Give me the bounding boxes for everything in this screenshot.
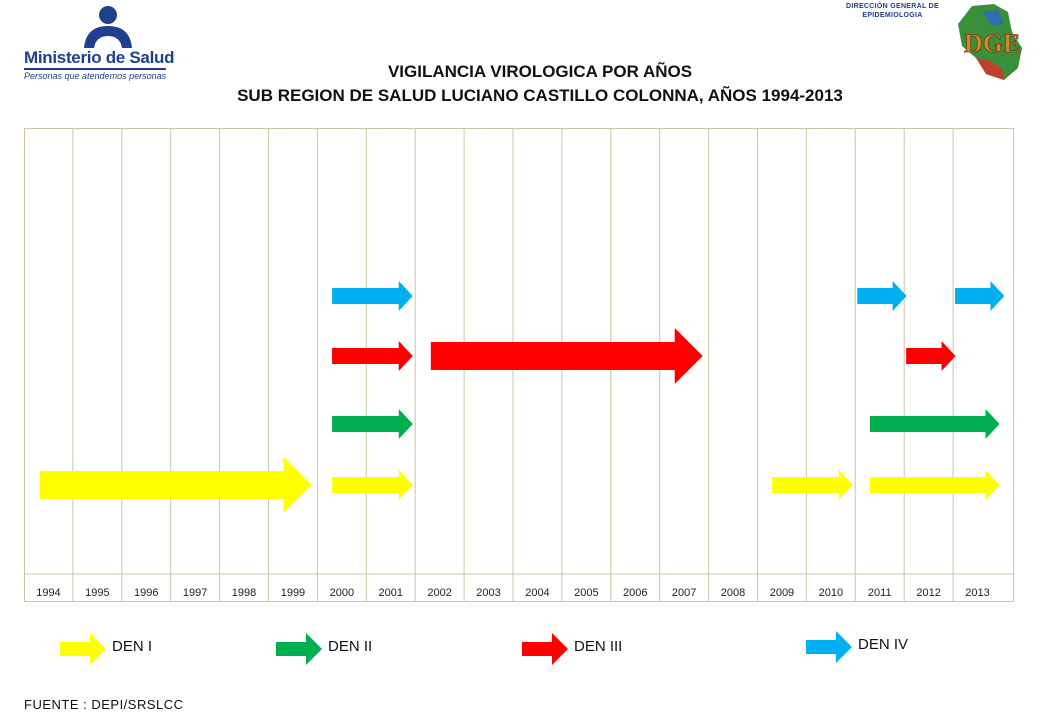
x-tick-label: 1998 xyxy=(232,587,256,599)
dge-text: DIRECCIÓN GENERAL DE EPIDEMIOLOGIA xyxy=(830,2,955,20)
timeline-chart: 1994 1995 1996 1997 1998 1999 2000 2001 2002 2003… xyxy=(24,128,1014,602)
legend-arrow-icon xyxy=(522,633,568,665)
dge-logo-letters: DGE xyxy=(964,29,1020,58)
timeline-arrow-den-i xyxy=(39,457,312,513)
x-tick-label: 2010 xyxy=(819,587,843,599)
x-tick-label: 1996 xyxy=(134,587,158,599)
timeline-arrow-den-ii xyxy=(332,409,413,439)
legend-label: DEN II xyxy=(328,638,373,655)
timeline-arrow-den-i xyxy=(869,470,1000,500)
x-tick-label: 2009 xyxy=(770,587,794,599)
legend-item-den-iii: DEN III xyxy=(522,632,682,666)
timeline-arrow-den-iii xyxy=(430,328,703,384)
x-tick-label: 1999 xyxy=(281,587,305,599)
legend-arrow-icon xyxy=(60,633,106,665)
x-tick-label: 1997 xyxy=(183,587,207,599)
timeline-svg: 1994 1995 1996 1997 1998 1999 2000 2001 2002 2003… xyxy=(24,128,1014,602)
dge-logo: DGE xyxy=(958,4,1022,80)
dge-text-line1: DIRECCIÓN GENERAL DE xyxy=(846,3,939,10)
x-tick-label: 2007 xyxy=(672,587,696,599)
timeline-arrow-den-i xyxy=(332,470,413,500)
ministry-logo: Ministerio de Salud Personas que atendem… xyxy=(20,4,174,81)
timeline-arrow-den-iv xyxy=(332,281,413,311)
legend-label: DEN III xyxy=(574,638,623,655)
legend-item-den-i: DEN I xyxy=(60,632,220,666)
chart-title: VIGILANCIA VIROLOGICA POR AÑOS xyxy=(387,62,693,81)
timeline-arrow-den-iv xyxy=(857,281,907,311)
legend-arrow-icon xyxy=(276,633,322,665)
x-tick-label: 2008 xyxy=(721,587,745,599)
x-tick-label: 2005 xyxy=(574,587,598,599)
timeline-arrow-den-iii xyxy=(332,341,413,371)
legend-item-den-ii: DEN II xyxy=(276,632,436,666)
x-tick-label: 2011 xyxy=(868,587,892,599)
x-tick-label: 2006 xyxy=(623,587,647,599)
x-tick-label: 2012 xyxy=(916,587,940,599)
x-tick-label: 2000 xyxy=(330,587,354,599)
x-tick-label: 1994 xyxy=(36,587,60,599)
legend-label: DEN IV xyxy=(858,636,909,653)
timeline-arrow-den-iii xyxy=(906,341,956,371)
source-note: FUENTE : DEPI/SRSLCC xyxy=(24,697,184,712)
x-tick-label: 2001 xyxy=(379,587,403,599)
chart-subtitle: SUB REGION DE SALUD LUCIANO CASTILLO COL… xyxy=(237,86,843,105)
timeline-arrow-den-iv xyxy=(955,281,1005,311)
x-tick-label: 2013 xyxy=(965,587,989,599)
timeline-arrow-den-ii xyxy=(869,409,1000,439)
x-tick-label: 1995 xyxy=(85,587,109,599)
x-tick-label: 2004 xyxy=(525,587,549,599)
person-icon xyxy=(84,6,132,48)
dge-text-line2: EPIDEMIOLOGIA xyxy=(862,12,923,19)
legend-item-den-iv: DEN IV xyxy=(806,630,966,664)
x-tick-label: 2003 xyxy=(476,587,500,599)
ministry-name: Ministerio de Salud xyxy=(24,48,175,67)
legend-arrow-icon xyxy=(806,631,852,663)
ministry-tagline: Personas que atendemos personas xyxy=(24,68,167,81)
timeline-arrow-den-i xyxy=(772,470,853,500)
x-tick-label: 2002 xyxy=(427,587,451,599)
legend-label: DEN I xyxy=(112,638,153,655)
